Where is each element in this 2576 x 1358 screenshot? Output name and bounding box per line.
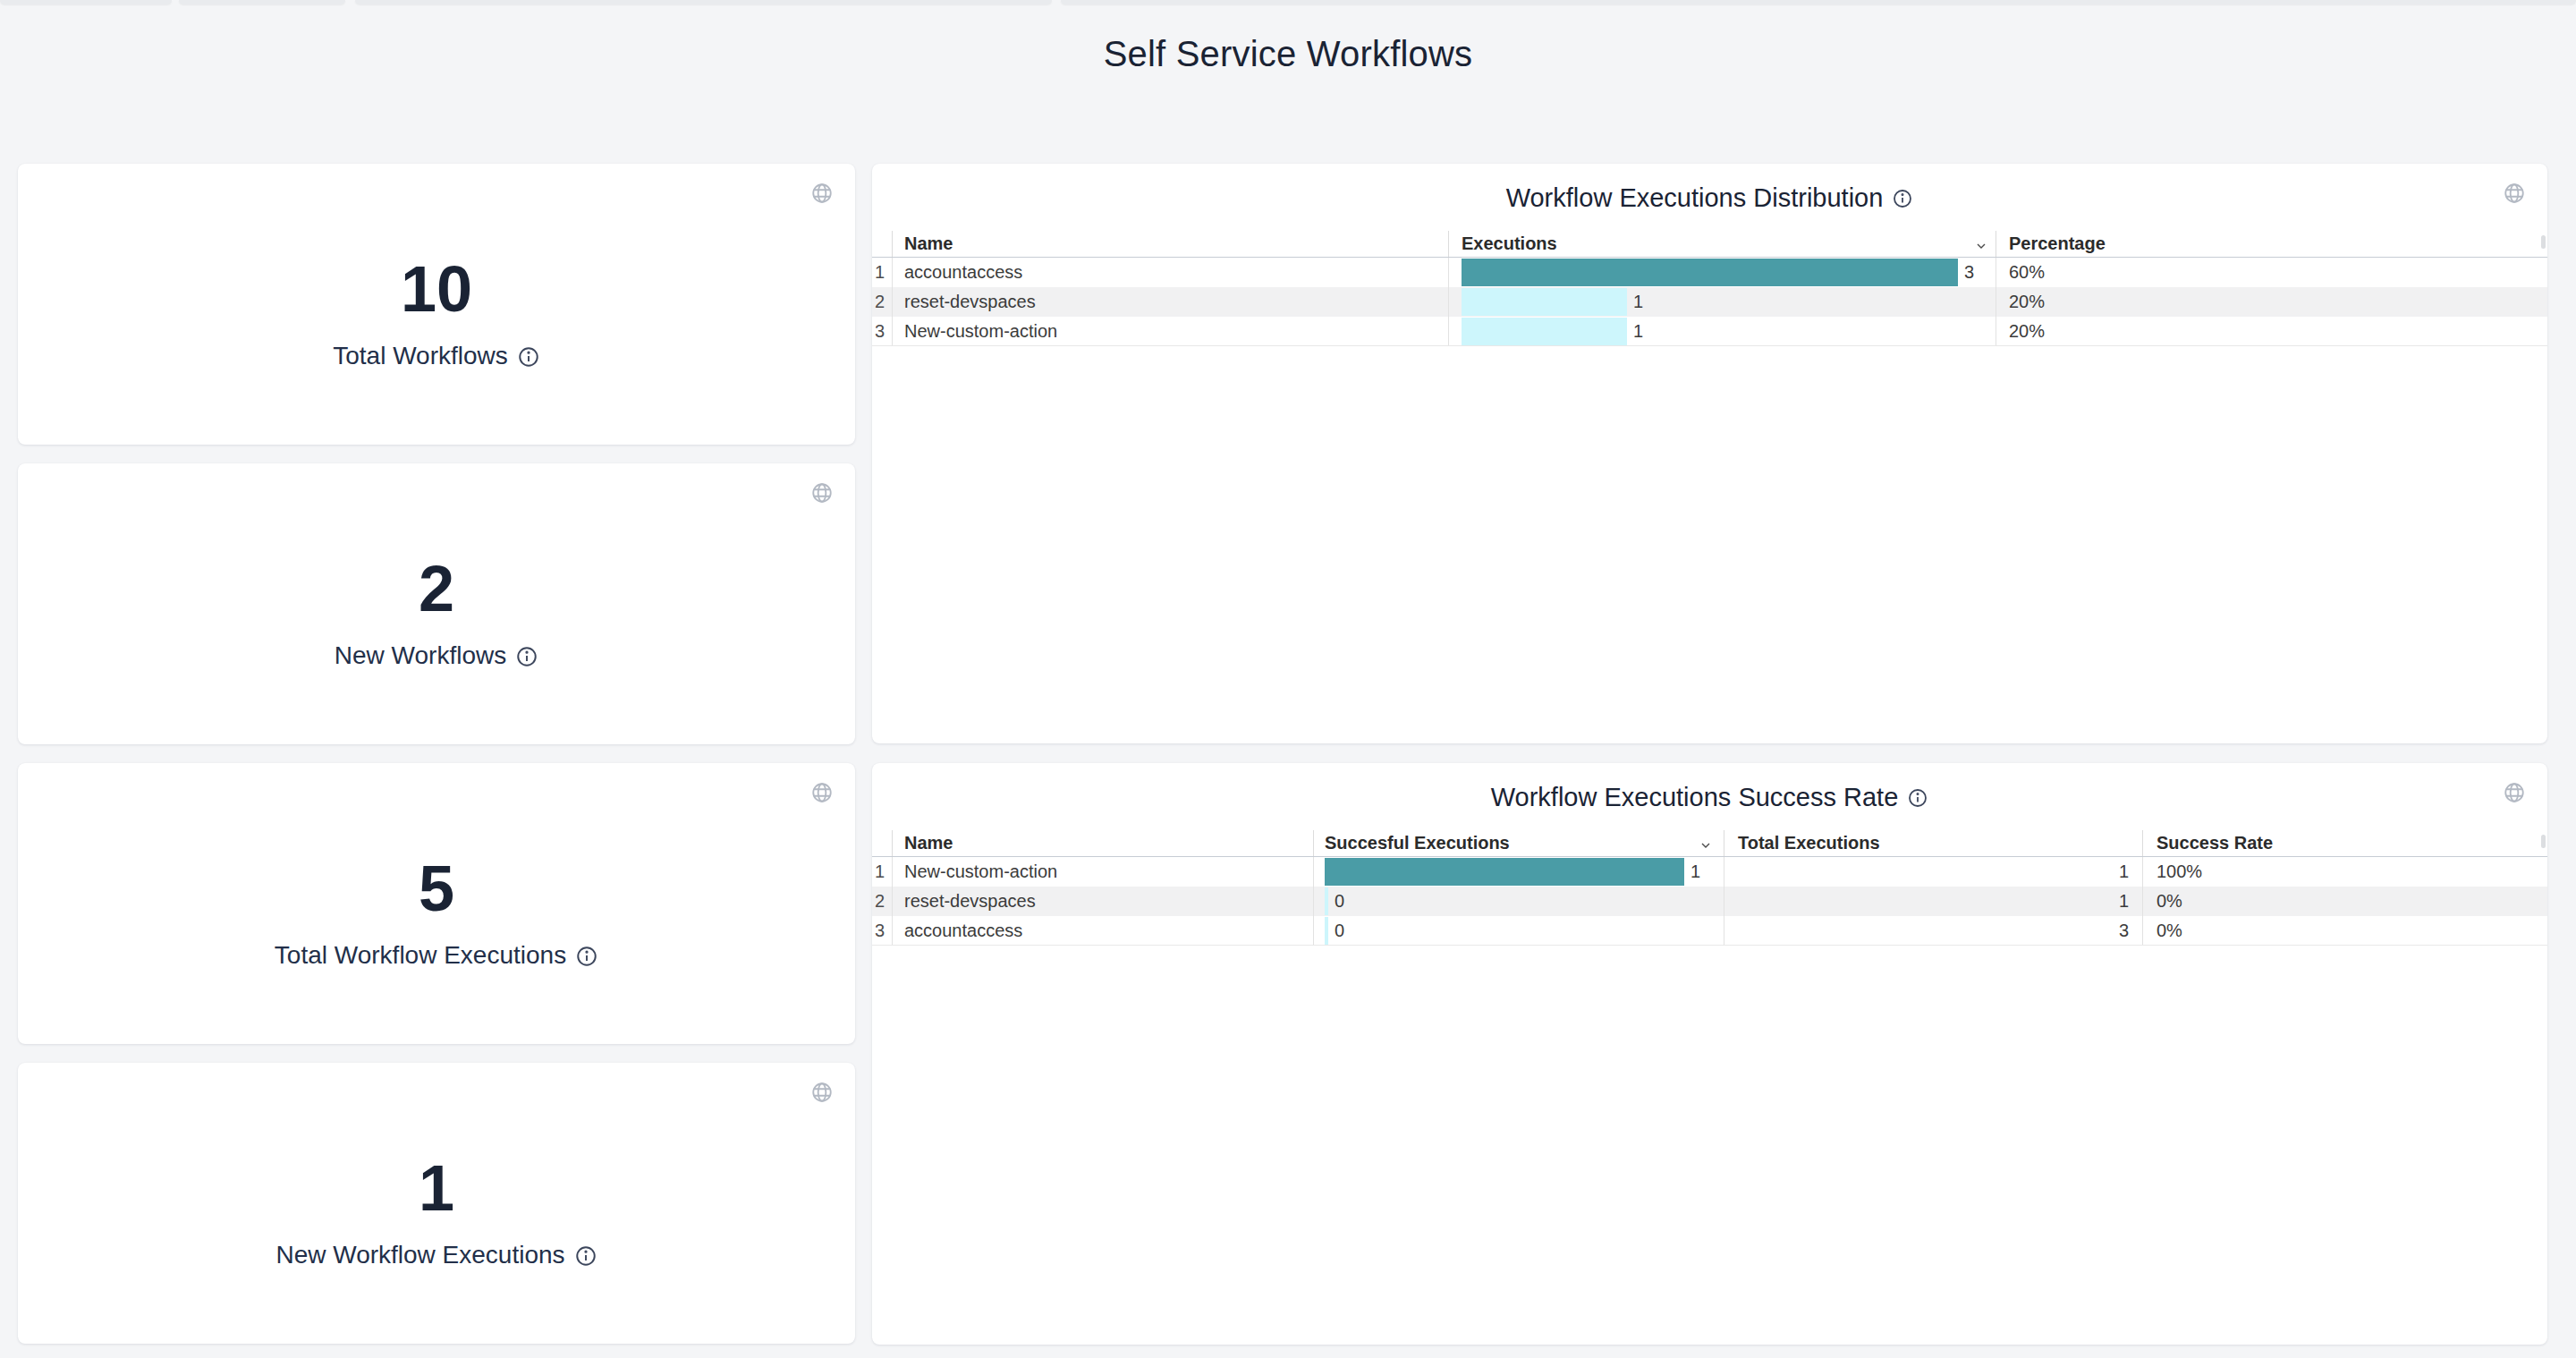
globe-icon[interactable] (810, 781, 834, 804)
bar-value: 1 (1633, 292, 1643, 312)
table-row: 1 New-custom-action 1 1 100% (872, 857, 2547, 887)
index-column-header (872, 231, 892, 257)
bar-value: 0 (1335, 891, 1344, 912)
success-rate-column-header[interactable]: Success Rate (2142, 830, 2547, 856)
table-row: 2 reset-devspaces 1 20% (872, 287, 2547, 317)
successful-bar-cell: 0 (1313, 887, 1724, 916)
success-rate-table: Name Succesful Executions Total Executio… (872, 830, 2547, 946)
executions-bar-cell: 1 (1448, 287, 1996, 317)
panel-workflow-executions-success-rate: Workflow Executions Success Rate Name Su… (872, 763, 2547, 1345)
stat-label: Total Workflows (18, 341, 855, 376)
chevron-down-icon[interactable] (1974, 237, 1988, 251)
panel-workflow-executions-distribution: Workflow Executions Distribution Name Ex… (872, 164, 2547, 743)
bar (1325, 887, 1328, 915)
stat-value: 2 (18, 542, 855, 635)
bar-value: 0 (1335, 921, 1344, 941)
stat-label: New Workflows (18, 641, 855, 675)
workflow-name: New-custom-action (892, 857, 1313, 887)
table-header-row: Name Succesful Executions Total Executio… (872, 830, 2547, 857)
executions-column-header[interactable]: Executions (1448, 231, 1996, 257)
workflow-name: accountaccess (892, 916, 1313, 945)
stat-card-new-workflows: 2 New Workflows (18, 463, 855, 744)
top-card-edge (0, 0, 172, 4)
workflow-name: New-custom-action (892, 317, 1448, 345)
name-column-header[interactable]: Name (892, 231, 1448, 257)
top-card-edge (1061, 0, 2576, 4)
workflow-name: accountaccess (892, 258, 1448, 287)
bar (1325, 917, 1328, 945)
info-icon[interactable] (515, 646, 538, 674)
bar-value: 3 (1964, 262, 1974, 283)
successful-bar-cell: 0 (1313, 916, 1724, 945)
total-executions-value: 3 (1724, 916, 2142, 945)
executions-distribution-table: Name Executions Percentage 1 accountacce… (872, 231, 2547, 346)
bar-value: 1 (1633, 321, 1643, 342)
table-row: 3 accountaccess 0 3 0% (872, 916, 2547, 946)
successful-executions-column-header[interactable]: Succesful Executions (1313, 830, 1724, 856)
index-column-header (872, 830, 892, 856)
percentage-value: 20% (1996, 317, 2547, 345)
success-rate-value: 0% (2142, 916, 2547, 945)
percentage-value: 60% (1996, 258, 2547, 287)
table-header-row: Name Executions Percentage (872, 231, 2547, 258)
total-executions-value: 1 (1724, 887, 2142, 916)
globe-icon[interactable] (810, 1081, 834, 1104)
globe-icon[interactable] (810, 182, 834, 205)
bar (1462, 288, 1627, 316)
chevron-down-icon[interactable] (1699, 836, 1713, 851)
table-row: 3 New-custom-action 1 20% (872, 317, 2547, 346)
dashboard-page: Self Service Workflows 10 Total Workflow… (0, 0, 2576, 1358)
name-column-header[interactable]: Name (892, 830, 1313, 856)
stat-label: New Workflow Executions (18, 1240, 855, 1275)
percentage-value: 20% (1996, 287, 2547, 317)
stat-card-new-workflow-executions: 1 New Workflow Executions (18, 1063, 855, 1344)
scrollbar-thumb[interactable] (2541, 235, 2546, 249)
percentage-column-header[interactable]: Percentage (1996, 231, 2547, 257)
stat-value: 10 (18, 242, 855, 335)
info-icon[interactable] (575, 946, 598, 973)
bar (1462, 318, 1627, 345)
bar (1325, 858, 1684, 886)
info-icon[interactable] (574, 1245, 597, 1273)
table-row: 2 reset-devspaces 0 1 0% (872, 887, 2547, 916)
globe-icon[interactable] (2503, 781, 2526, 804)
panel-title: Workflow Executions Distribution (872, 183, 2547, 213)
executions-bar-cell: 3 (1448, 258, 1996, 287)
executions-bar-cell: 1 (1448, 317, 1996, 345)
page-title: Self Service Workflows (0, 34, 2576, 74)
globe-icon[interactable] (810, 481, 834, 505)
workflow-name: reset-devspaces (892, 887, 1313, 916)
stat-value: 1 (18, 1142, 855, 1235)
top-card-edge (179, 0, 345, 4)
bar-value: 1 (1690, 861, 1700, 882)
table-row: 1 accountaccess 3 60% (872, 258, 2547, 287)
globe-icon[interactable] (2503, 182, 2526, 205)
info-icon[interactable] (1892, 188, 1913, 209)
stat-card-total-workflows: 10 Total Workflows (18, 164, 855, 445)
success-rate-value: 0% (2142, 887, 2547, 916)
panel-title: Workflow Executions Success Rate (872, 783, 2547, 812)
total-executions-column-header[interactable]: Total Executions (1724, 830, 2142, 856)
stat-label: Total Workflow Executions (18, 940, 855, 975)
stat-value: 5 (18, 842, 855, 935)
bar (1462, 259, 1958, 286)
info-icon[interactable] (1907, 787, 1928, 809)
workflow-name: reset-devspaces (892, 287, 1448, 317)
successful-bar-cell: 1 (1313, 857, 1724, 887)
total-executions-value: 1 (1724, 857, 2142, 887)
info-icon[interactable] (517, 346, 540, 374)
stat-card-total-workflow-executions: 5 Total Workflow Executions (18, 763, 855, 1044)
scrollbar-thumb[interactable] (2541, 835, 2546, 848)
top-card-edge (355, 0, 1052, 4)
success-rate-value: 100% (2142, 857, 2547, 887)
